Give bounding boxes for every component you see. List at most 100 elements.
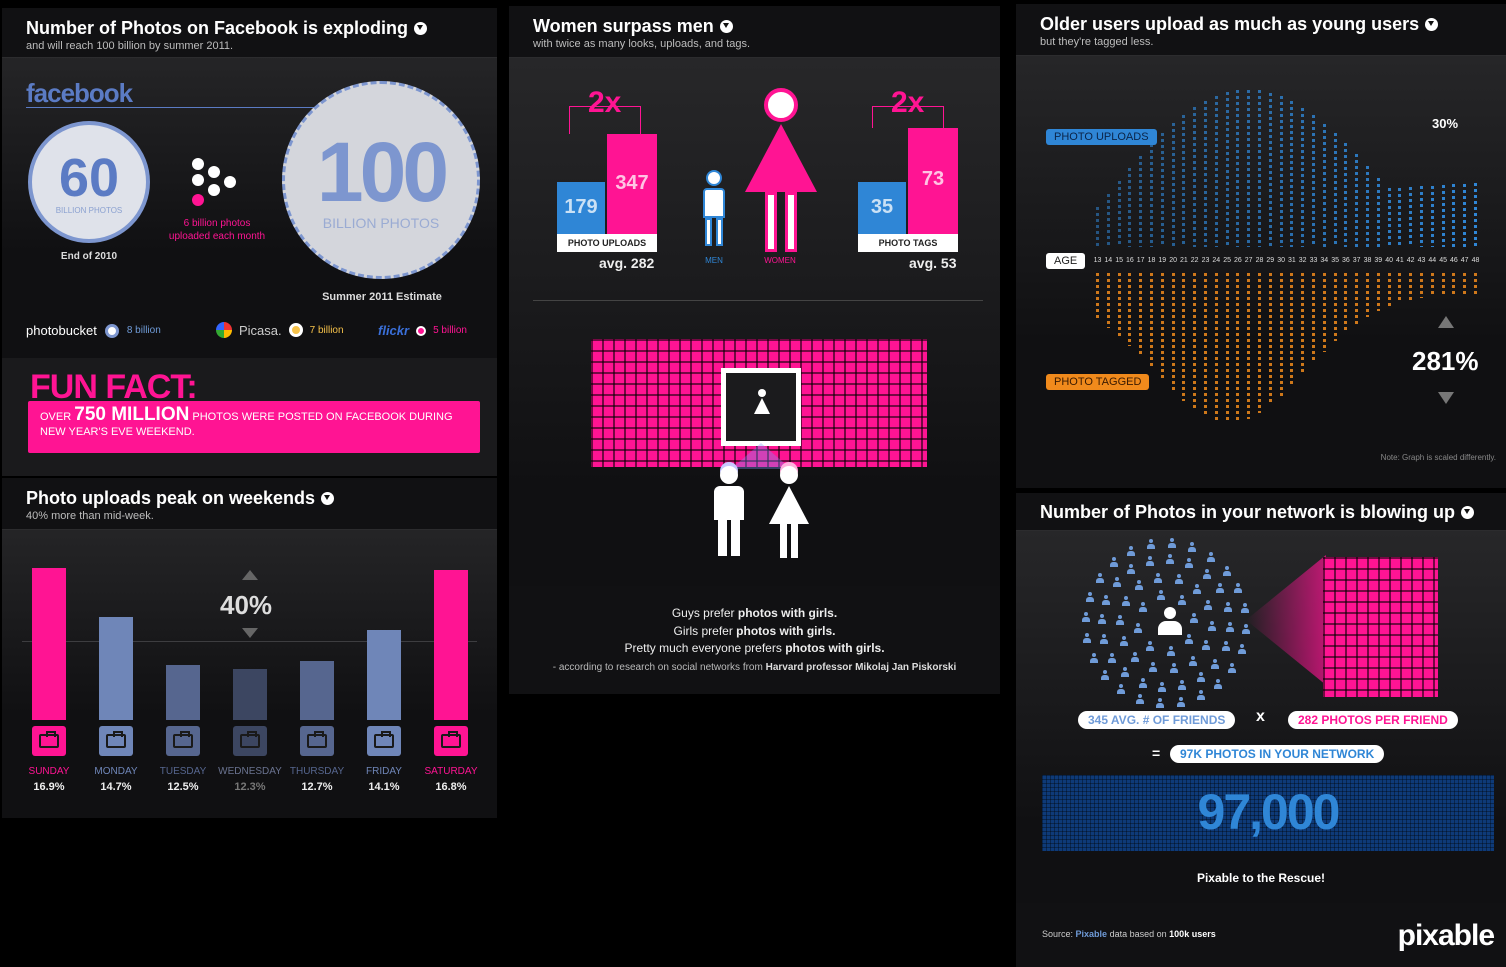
tagged-column xyxy=(1279,273,1283,396)
briefcase-icon xyxy=(32,726,66,756)
upload-column xyxy=(1182,115,1186,247)
uploads-label: PHOTO UPLOADS xyxy=(557,234,657,252)
projection-beam xyxy=(1246,555,1326,685)
friend-icon xyxy=(1241,603,1249,613)
panel-fun-fact: FUN FACT: OVER 750 MILLION PHOTOS WERE P… xyxy=(2,358,497,476)
friend-icon xyxy=(1154,573,1162,583)
woman-icon xyxy=(741,88,821,252)
friend-icon xyxy=(1238,644,1246,654)
end-2010-value: 60 xyxy=(58,147,120,208)
day-label: MONDAY xyxy=(94,766,138,777)
chevron-down-icon[interactable] xyxy=(414,22,428,35)
panel-header: Number of Photos in your network is blow… xyxy=(1016,493,1506,531)
estimate-label: Summer 2011 Estimate xyxy=(322,291,442,303)
age-tick-label: 38 xyxy=(1363,257,1372,264)
upload-column xyxy=(1387,188,1391,247)
chevron-down-icon[interactable] xyxy=(1425,18,1439,31)
friend-icon xyxy=(1177,697,1185,707)
friend-icon xyxy=(1222,641,1230,651)
upload-column xyxy=(1301,108,1305,247)
estimate-circle: 100 BILLION PHOTOS xyxy=(282,81,480,279)
competitor-photobucket: photobucket 8 billion xyxy=(26,323,161,338)
tagged-column xyxy=(1096,273,1099,320)
tags-average: avg. 53 xyxy=(909,255,957,271)
network-total-pill: 97K PHOTOS IN YOUR NETWORK xyxy=(1170,745,1385,763)
upload-column xyxy=(1268,93,1272,247)
friend-icon xyxy=(1175,574,1183,584)
down-arrow-icon xyxy=(242,628,258,638)
bullet-icon xyxy=(416,325,427,336)
upload-column xyxy=(1420,186,1423,247)
upload-column xyxy=(1214,96,1218,247)
friend-icon xyxy=(1090,653,1098,663)
friend-icon xyxy=(1127,546,1135,556)
chevron-down-icon[interactable] xyxy=(321,492,335,505)
tagged-column xyxy=(1452,273,1456,294)
tagged-column xyxy=(1441,273,1445,295)
age-tick-label: 42 xyxy=(1406,257,1415,264)
day-label: SUNDAY xyxy=(28,766,70,777)
upload-column xyxy=(1247,90,1251,247)
bullet-icon xyxy=(104,323,119,338)
up-arrow-icon xyxy=(242,570,258,580)
fun-fact-rest: PHOTOS WERE POSTED ON FACEBOOK DURING NE… xyxy=(40,411,453,438)
tagged-column xyxy=(1171,273,1175,391)
tagline: Pixable to the Rescue! xyxy=(1196,871,1326,885)
age-tick-label: 33 xyxy=(1309,257,1318,264)
age-tick-label: 15 xyxy=(1115,257,1123,264)
friend-icon xyxy=(1096,573,1104,583)
age-tick-label: 48 xyxy=(1471,257,1480,264)
tagged-column xyxy=(1376,273,1380,311)
age-tick-label: 22 xyxy=(1190,257,1199,264)
friend-icon xyxy=(1120,636,1128,646)
tagged-column xyxy=(1139,273,1143,357)
friend-icon xyxy=(1185,634,1193,644)
quote-area: Guys prefer photos with girls. Girls pre… xyxy=(509,586,1000,694)
tagged-column xyxy=(1430,273,1434,296)
upload-column xyxy=(1128,168,1132,247)
pixable-logo[interactable]: pixable xyxy=(1397,919,1495,952)
fun-fact-heading: FUN FACT: xyxy=(30,368,198,406)
friend-icon xyxy=(1185,558,1193,568)
friend-icon xyxy=(1202,640,1210,650)
tags-bracket xyxy=(872,106,944,128)
monthly-upload-line1: 6 billion photos xyxy=(183,218,251,229)
friend-icon xyxy=(1178,595,1186,605)
chevron-down-icon[interactable] xyxy=(1461,506,1475,519)
friend-icon xyxy=(1228,663,1236,673)
age-tick-label: 19 xyxy=(1158,257,1167,264)
tagged-column xyxy=(1193,273,1197,409)
viewer-woman-icon xyxy=(765,466,813,558)
tagged-growth-label: 281% xyxy=(1412,346,1479,376)
friend-icon xyxy=(1157,590,1165,600)
fun-fact-box: OVER 750 MILLION PHOTOS WERE POSTED ON F… xyxy=(28,401,480,453)
tagged-column xyxy=(1160,273,1164,380)
end-2010-unit: BILLION PHOTOS xyxy=(55,205,123,215)
friend-icon xyxy=(1131,652,1139,662)
upload-column xyxy=(1139,156,1143,247)
women-label: WOMEN xyxy=(764,256,796,265)
friend-icon xyxy=(1102,595,1110,605)
age-label: AGE xyxy=(1046,253,1086,269)
photobucket-value: 8 billion xyxy=(126,325,161,336)
age-tick-label: 26 xyxy=(1233,257,1242,264)
source-credit: Source: Pixable data based on 100k users xyxy=(1042,929,1216,939)
friend-icon xyxy=(1121,667,1129,677)
tags-women-bar: 73 xyxy=(908,128,958,236)
age-tick-label: 44 xyxy=(1428,257,1437,264)
friend-icon xyxy=(1134,623,1142,633)
age-tick-label: 23 xyxy=(1201,257,1210,264)
day-label: TUESDAY xyxy=(159,766,207,777)
briefcase-icon xyxy=(367,726,401,756)
age-tick-label: 41 xyxy=(1395,257,1404,264)
age-tick-label: 13 xyxy=(1093,257,1102,264)
user-avatar-icon xyxy=(1158,607,1182,637)
chevron-down-icon[interactable] xyxy=(719,20,733,33)
upload-column xyxy=(1366,166,1369,247)
friend-icon xyxy=(1136,694,1144,704)
upload-column xyxy=(1150,144,1153,247)
upload-column xyxy=(1258,90,1261,247)
competitor-flickr: flickr 5 billion xyxy=(378,323,467,338)
tagged-column xyxy=(1247,273,1251,419)
friend-icon xyxy=(1082,612,1090,622)
